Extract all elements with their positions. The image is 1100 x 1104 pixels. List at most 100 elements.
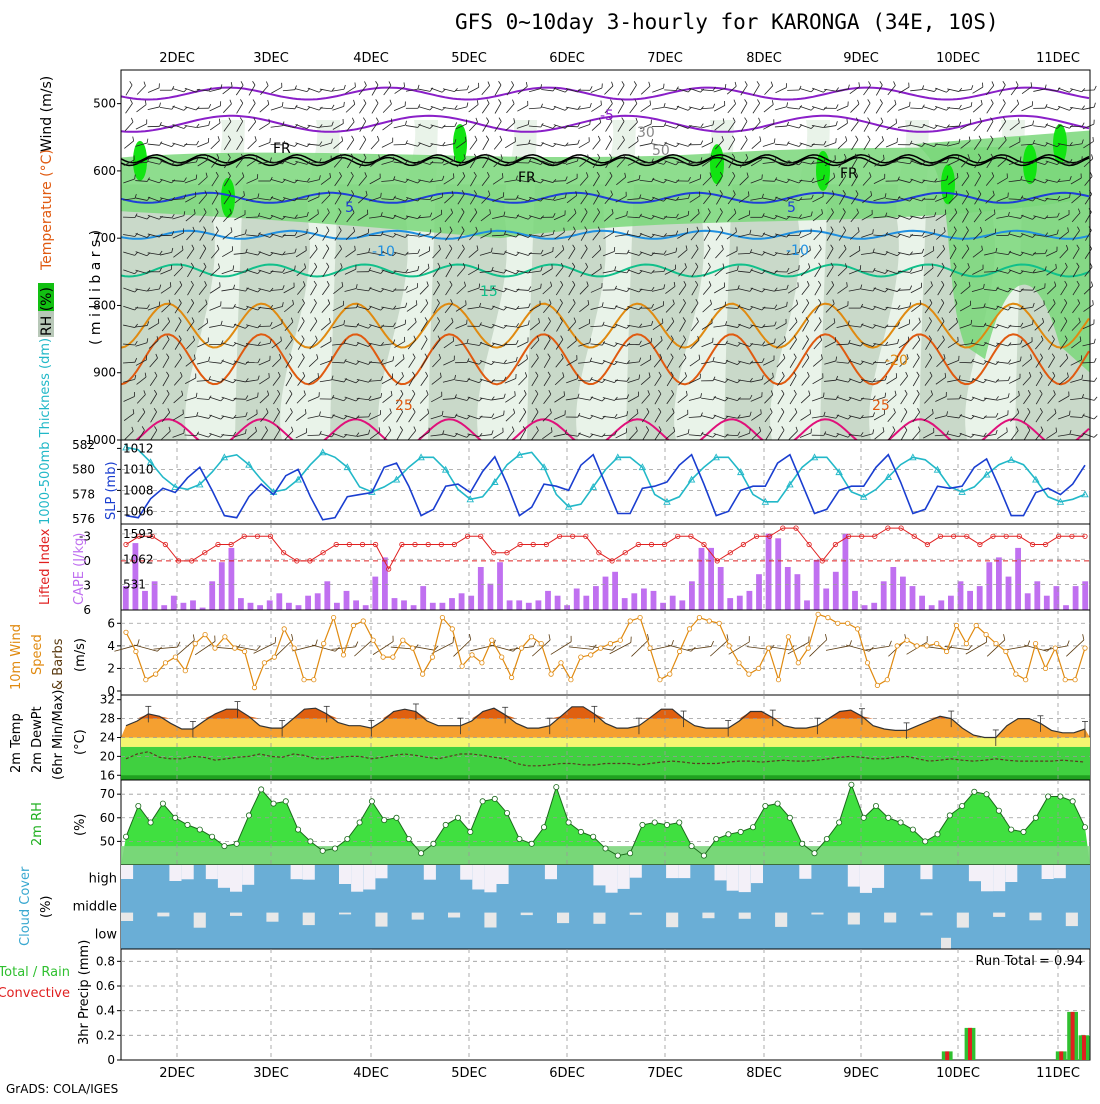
cape-bar: [411, 605, 417, 610]
temperature-axis-label: Temperature (°C): [39, 149, 55, 271]
slp-tick-label: 1006: [123, 504, 154, 518]
cape-bar: [392, 598, 398, 610]
barb-flag: [1093, 339, 1096, 343]
cape-bar: [555, 596, 561, 610]
cape-bar: [804, 600, 810, 610]
cape-bar: [689, 581, 695, 610]
cape-bar: [152, 581, 158, 610]
cape-bar: [631, 593, 637, 610]
cape-bar: [641, 589, 647, 611]
cape-bar: [372, 577, 378, 610]
thickness-tick-label: 580: [72, 463, 95, 477]
date-label-top: 7DEC: [647, 51, 683, 66]
cape-bar: [545, 591, 551, 610]
cape-bar: [583, 596, 589, 610]
wind-axis-label: Wind (m/s): [39, 76, 55, 152]
isotherm-label: -10: [372, 244, 395, 260]
cape-bar: [209, 581, 215, 610]
date-label-bottom: 6DEC: [549, 1066, 585, 1081]
date-label-bottom: 5DEC: [451, 1066, 487, 1081]
cape-bar: [737, 596, 743, 610]
date-label-top: 2DEC: [159, 51, 195, 66]
rh-axis-label: RH (%): [39, 287, 55, 336]
cape-bar: [679, 600, 685, 610]
isotherm-label: -10: [786, 243, 809, 259]
cape-bar: [440, 603, 446, 610]
cape-bar: [190, 600, 196, 610]
isotherm-label: 25: [395, 398, 413, 414]
isotherm-label: 50: [652, 143, 670, 159]
thickness-tick-label: 578: [72, 487, 95, 501]
isotherm-label: FR: [518, 170, 536, 186]
cape-bar: [497, 562, 503, 610]
barb-flag: [1093, 103, 1096, 107]
cape-bar: [593, 586, 599, 610]
isotherm-label: FR: [840, 166, 858, 182]
barb-flag: [1094, 415, 1097, 419]
cape-bar: [516, 600, 522, 610]
isotherm-label: 25: [872, 398, 890, 414]
date-label-top: 6DEC: [549, 51, 585, 66]
barb-flag: [1094, 377, 1096, 381]
isotherm-label: 5: [345, 200, 354, 216]
date-label-top: 3DEC: [253, 51, 289, 66]
barb-flag: [1090, 154, 1094, 158]
cape-bar: [238, 598, 244, 610]
cape-bar: [420, 586, 426, 610]
barb-flag: [1090, 282, 1094, 286]
cape-bar: [919, 596, 925, 610]
cape-bar: [958, 581, 964, 610]
date-label-top: 11DEC: [1036, 51, 1080, 66]
date-label-bottom: 4DEC: [353, 1066, 389, 1081]
cape-bar: [276, 593, 282, 610]
cape-bar: [862, 605, 868, 610]
isotherm-label: 30: [637, 125, 655, 141]
cape-bar: [900, 577, 906, 610]
cape-bar: [929, 605, 935, 610]
cape-bar: [852, 591, 858, 610]
cape-bar: [670, 596, 676, 610]
rh-shading: [121, 120, 1090, 440]
cape-bar: [334, 603, 340, 610]
cape-bar: [708, 548, 714, 610]
date-label-bottom: 7DEC: [647, 1066, 683, 1081]
isotherm-label: 5: [787, 200, 796, 216]
cape-bar: [718, 567, 724, 610]
cape-bar: [171, 596, 177, 610]
date-label-top: 10DEC: [936, 51, 980, 66]
cape-bar: [881, 581, 887, 610]
cape-bar: [948, 596, 954, 610]
cape-bar: [785, 567, 791, 610]
cape-bar: [267, 600, 273, 610]
date-label-bottom: 2DEC: [159, 1066, 195, 1081]
date-label-top: 5DEC: [451, 51, 487, 66]
barb-flag: [1091, 137, 1095, 141]
cape-bar: [181, 603, 187, 610]
pressure-tick-label: 600: [93, 164, 116, 178]
cape-bar: [219, 562, 225, 610]
cape-bar: [833, 572, 839, 610]
cape-bar: [478, 567, 484, 610]
cape-bar: [651, 591, 657, 610]
cape-bar: [488, 584, 494, 610]
cape-bar: [286, 603, 292, 610]
thickness-tick-label: 576: [72, 512, 95, 526]
slp-tick-label: 1010: [123, 462, 154, 476]
cape-bar: [699, 548, 705, 610]
cape-bar: [756, 574, 762, 610]
cape-bar: [449, 598, 455, 610]
pressure-tick-label: 900: [93, 366, 116, 380]
cape-bar: [305, 596, 311, 610]
cape-bar: [229, 548, 235, 610]
cape-bar: [910, 586, 916, 610]
cape-bar: [574, 589, 580, 611]
cape-bar: [401, 600, 407, 610]
cape-bar: [871, 603, 877, 610]
cape-bar: [459, 593, 465, 610]
barb-flag: [1094, 434, 1097, 438]
cape-bar: [248, 603, 254, 610]
barb-flag: [1094, 358, 1096, 362]
thickness-tick-label: 582: [72, 438, 95, 452]
